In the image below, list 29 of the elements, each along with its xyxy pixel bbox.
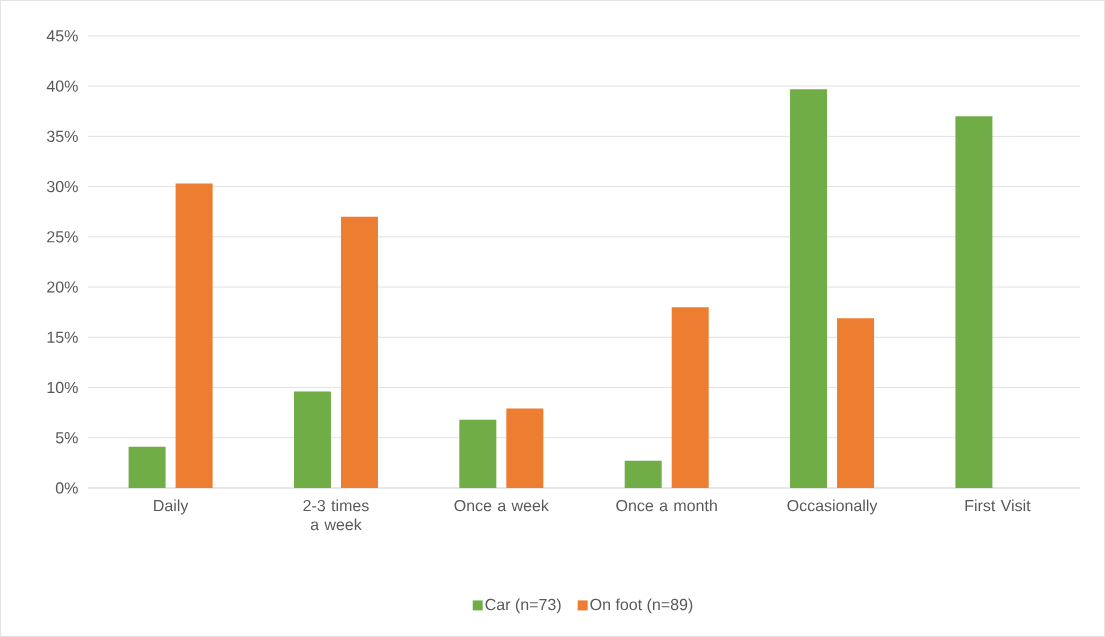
y-tick-label: 45% <box>46 30 78 42</box>
y-tick-label: 40% <box>46 80 78 92</box>
bar <box>790 89 828 489</box>
bar <box>293 391 331 489</box>
y-tick-label: 5% <box>55 432 78 444</box>
x-tick-label: 2-3 times a week <box>303 499 369 531</box>
y-tick-label: 30% <box>46 180 78 193</box>
y-tick-label: 20% <box>47 281 78 293</box>
x-tick-label: First Visit <box>965 499 1031 512</box>
bar <box>671 307 709 489</box>
bar <box>128 446 166 489</box>
bar <box>175 183 213 489</box>
bar <box>506 408 544 489</box>
y-tick-label: 15% <box>47 331 78 343</box>
bar <box>340 216 378 489</box>
x-tick-label: Daily <box>154 499 189 515</box>
bar <box>837 318 875 489</box>
legend-label: On foot (n=89) <box>590 598 693 614</box>
y-tick-label: 0% <box>55 482 78 494</box>
bar <box>624 460 662 489</box>
y-tick-label: 25% <box>47 231 78 243</box>
y-tick-label: 35% <box>46 130 78 143</box>
x-tick-label: Once a week <box>454 499 549 512</box>
x-tick-label: Occasionally <box>787 499 878 515</box>
legend-label: Car (n=73) <box>485 598 561 614</box>
bar <box>955 116 993 489</box>
x-tick-label: Once a month <box>616 499 717 512</box>
y-tick-label: 10% <box>47 381 78 394</box>
bar <box>459 419 497 489</box>
